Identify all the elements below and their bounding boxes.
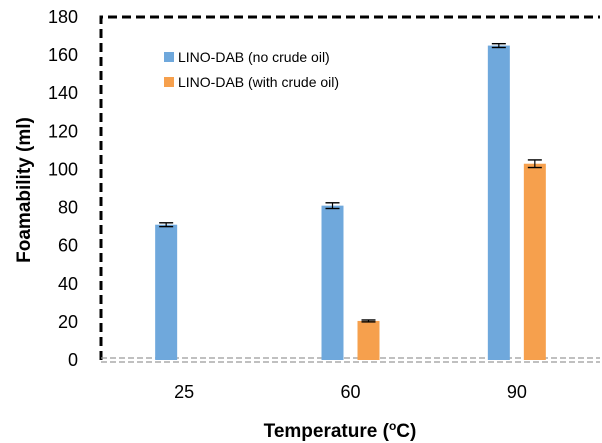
legend-swatch-with-crude-oil — [164, 77, 174, 87]
legend-label-no-crude-oil: LINO-DAB (no crude oil) — [178, 49, 330, 65]
y-tick-label-160: 160 — [48, 45, 78, 65]
y-tick-label-100: 100 — [48, 159, 78, 179]
x-axis-ticks: 25 60 90 — [174, 382, 527, 402]
x-tick-label-60: 60 — [340, 382, 360, 402]
y-tick-label-0: 0 — [68, 350, 78, 370]
bar-no-crude-oil-90 — [487, 45, 510, 360]
bars — [155, 45, 546, 360]
y-tick-label-180: 180 — [48, 7, 78, 27]
bar-no-crude-oil-60 — [321, 205, 344, 360]
y-tick-label-140: 140 — [48, 83, 78, 103]
bar-no-crude-oil-25 — [155, 224, 178, 360]
x-axis-title-superscript: o — [389, 419, 396, 433]
y-tick-label-40: 40 — [58, 274, 78, 294]
y-axis-ticks: 0 20 40 60 80 100 120 140 160 180 — [48, 7, 78, 370]
y-axis-title: Foamability (ml) — [14, 117, 35, 263]
y-tick-label-20: 20 — [58, 312, 78, 332]
x-axis-title-main: Temperature ( — [264, 421, 390, 442]
plot-frame — [99, 15, 600, 360]
error-bars — [159, 42, 542, 323]
x-axis-title-unit: C) — [396, 421, 416, 442]
x-tick-label-25: 25 — [174, 382, 194, 402]
y-tick-label-80: 80 — [58, 198, 78, 218]
legend-label-with-crude-oil: LINO-DAB (with crude oil) — [178, 74, 339, 90]
bar-with-crude-oil-60 — [357, 320, 380, 360]
x-tick-label-90: 90 — [507, 382, 527, 402]
y-tick-label-60: 60 — [58, 236, 78, 256]
x-axis-title: Temperature (oC) — [264, 419, 417, 442]
bar-with-crude-oil-90 — [523, 163, 546, 360]
legend-swatch-no-crude-oil — [164, 52, 174, 62]
y-tick-label-120: 120 — [48, 121, 78, 141]
legend: LINO-DAB (no crude oil) LINO-DAB (with c… — [164, 49, 339, 90]
